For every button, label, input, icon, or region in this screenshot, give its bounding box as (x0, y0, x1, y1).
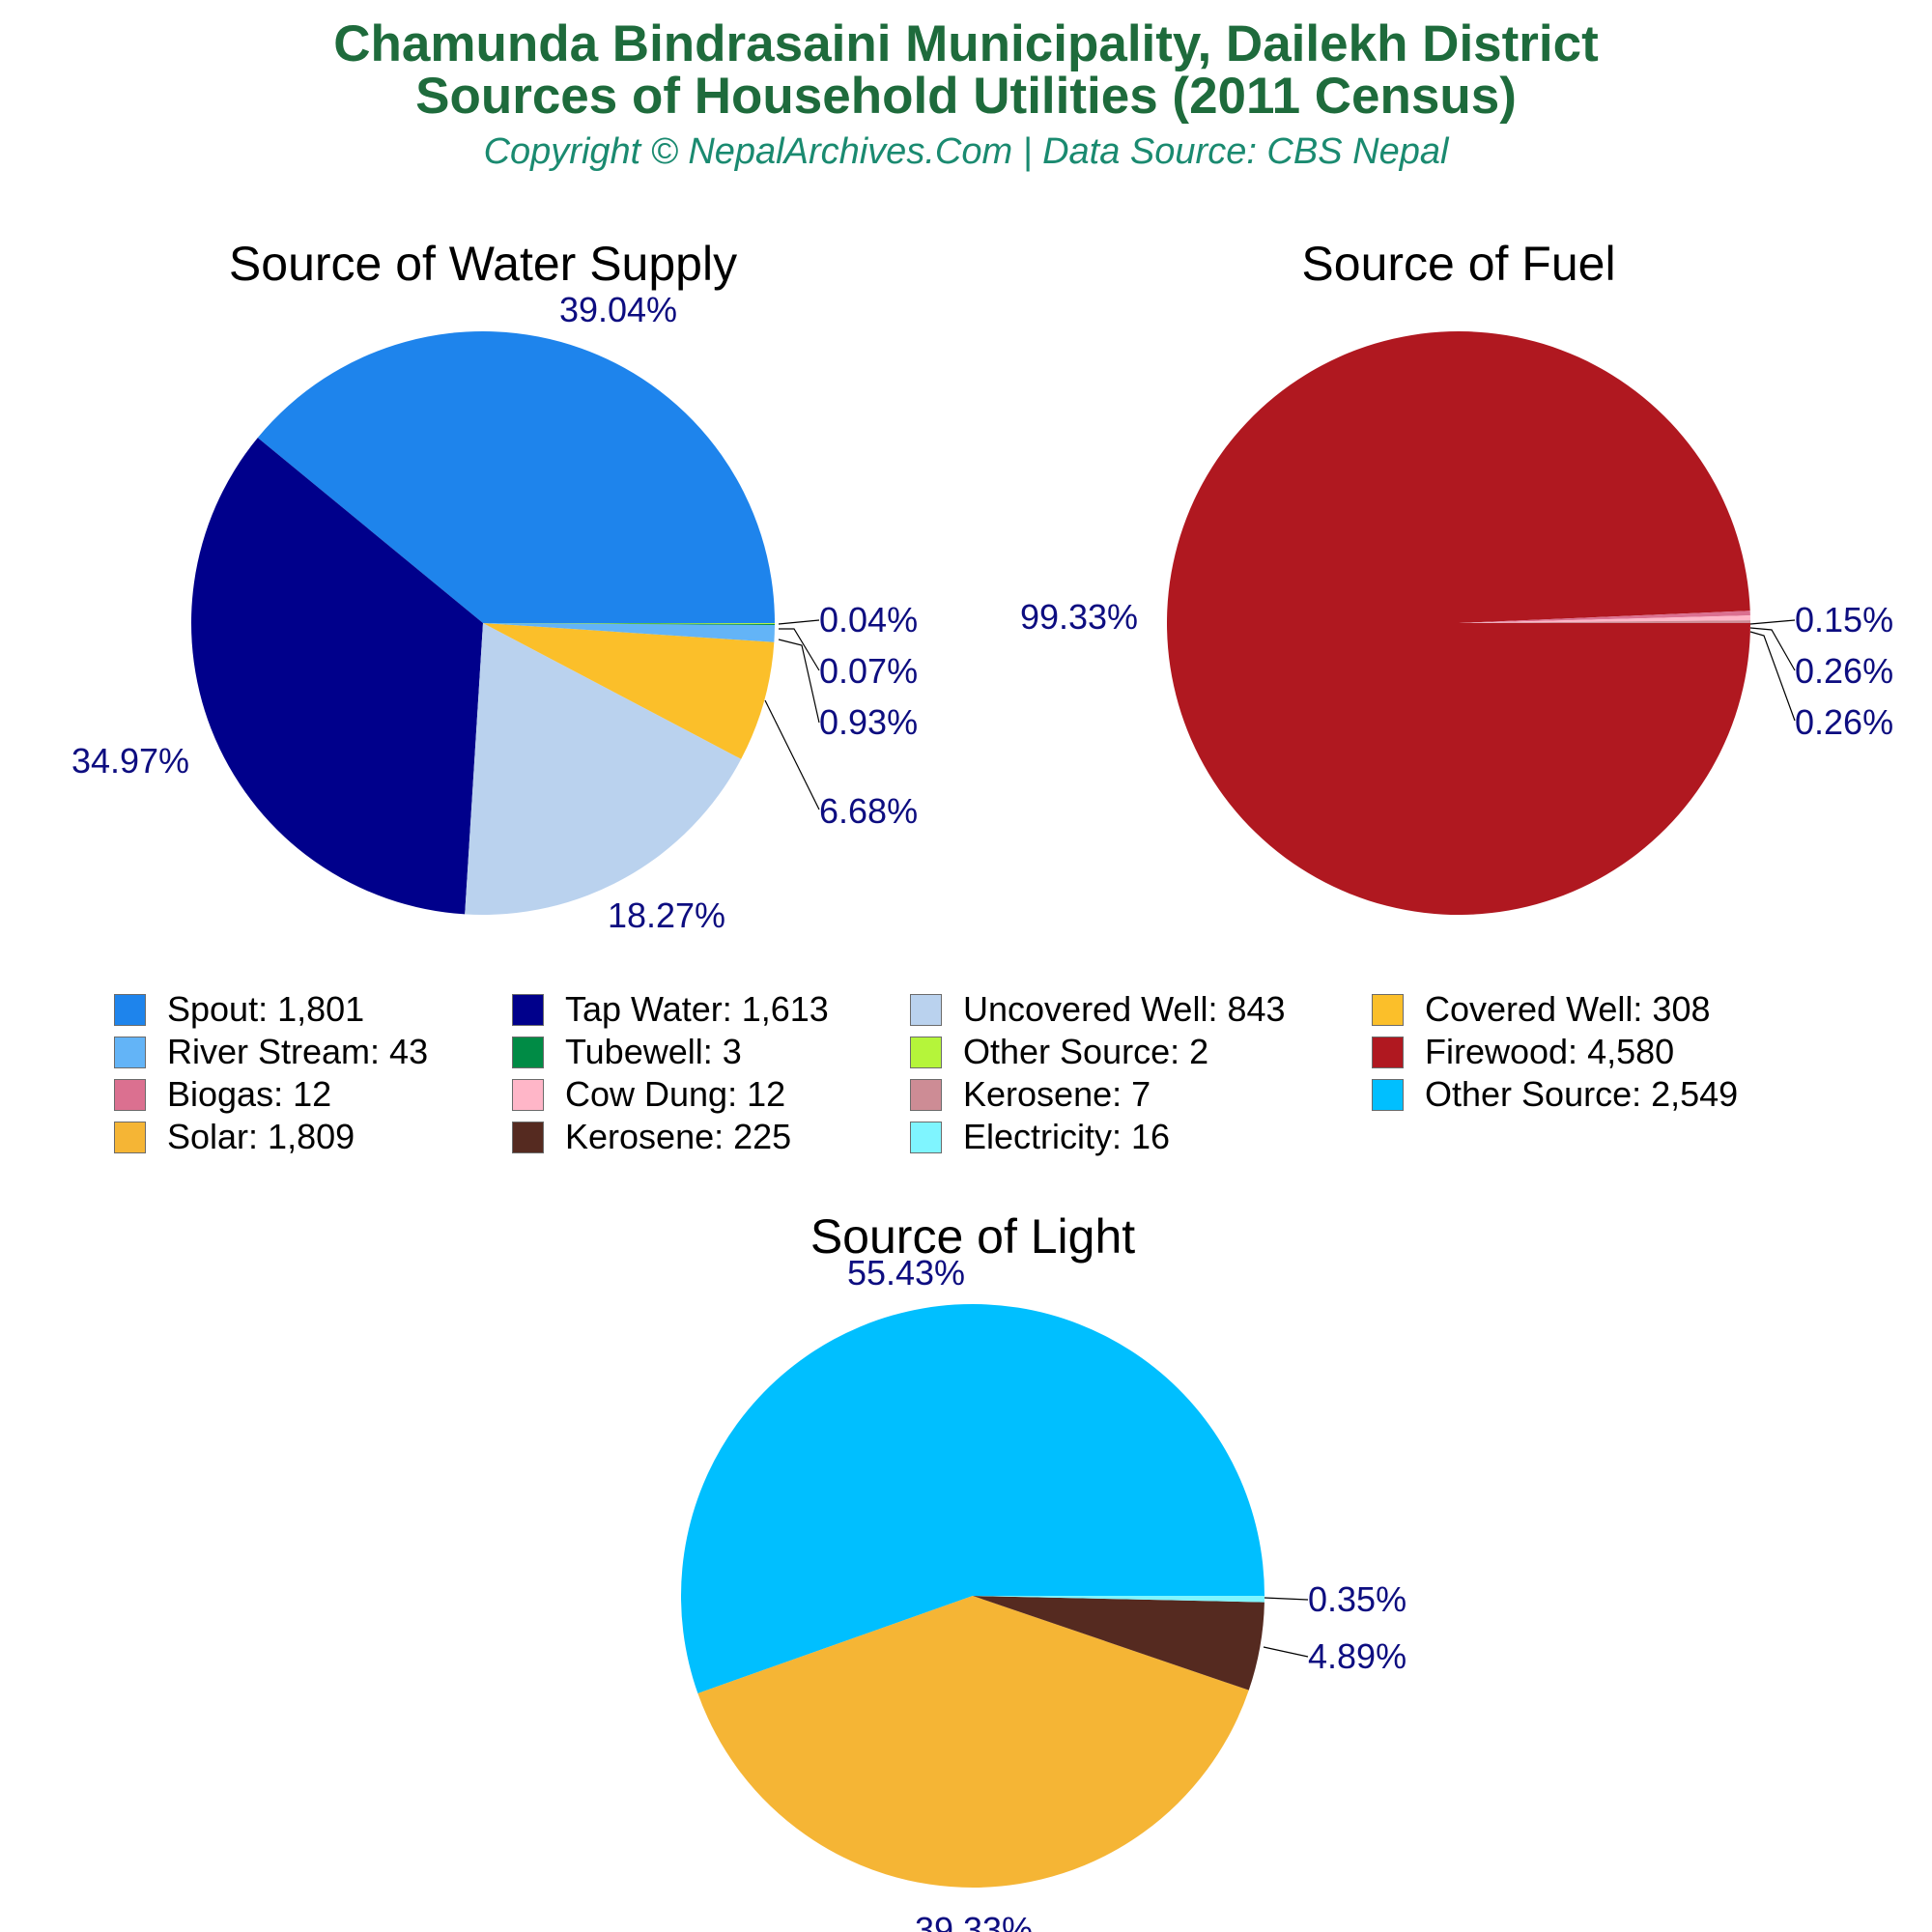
pie-slice (483, 623, 775, 642)
pct-label: 18.27% (608, 895, 725, 935)
pie-slice (1459, 620, 1751, 623)
pie-slice (680, 1303, 1264, 1693)
chart-title-line-2: Sources of Household Utilities (2011 Cen… (415, 68, 1517, 125)
pie-slice (973, 1596, 1264, 1690)
pie-title: Source of Light (810, 1209, 1135, 1264)
leader-line (778, 619, 820, 625)
pct-label: 34.97% (71, 741, 189, 781)
pct-label: 99.33% (1020, 597, 1138, 637)
pie-slice (483, 623, 775, 759)
pie-slice (191, 438, 483, 915)
pct-label: 39.33% (915, 1910, 1033, 1932)
leader-line (764, 699, 820, 810)
pct-label: 0.07% (819, 651, 918, 691)
pie-slice (483, 623, 775, 626)
leader-line (1749, 627, 1796, 671)
pie-slice (1167, 331, 1750, 916)
pct-label: 0.26% (1795, 702, 1893, 742)
pie-slice (483, 623, 776, 624)
pie-title: Source of Water Supply (229, 237, 737, 291)
leader-line (779, 628, 820, 671)
pct-label: 0.15% (1795, 600, 1893, 639)
pie-slice (257, 330, 775, 623)
pie-chart-2: Source of Fuel 99.33% 0.26% 0.26% 0.15% (1020, 237, 1893, 916)
pie-slice (1459, 611, 1750, 623)
pct-label: 39.04% (559, 290, 677, 329)
pct-label: 6.68% (819, 791, 918, 831)
chart-subtitle: Copyright © NepalArchives.Com | Data Sou… (483, 131, 1449, 172)
pct-label: 4.89% (1308, 1636, 1406, 1676)
pct-label: 0.35% (1308, 1579, 1406, 1619)
pct-label: 0.04% (819, 600, 918, 639)
leader-line (1264, 1597, 1309, 1601)
chart-title-line-1: Chamunda Bindrasaini Municipality, Daile… (333, 15, 1599, 72)
pct-label: 55.43% (847, 1253, 965, 1293)
pct-label: 0.93% (819, 702, 918, 742)
pie-slice (1459, 615, 1750, 623)
leader-line (1749, 631, 1796, 722)
pie-slice (697, 1596, 1249, 1888)
pie-slice (973, 1596, 1264, 1603)
pct-label: 0.26% (1795, 651, 1893, 691)
pie-slice (465, 623, 742, 915)
leader-line (1749, 619, 1796, 625)
leader-line (778, 639, 820, 724)
leader-line (1263, 1646, 1309, 1658)
pie-title: Source of Fuel (1301, 237, 1615, 291)
